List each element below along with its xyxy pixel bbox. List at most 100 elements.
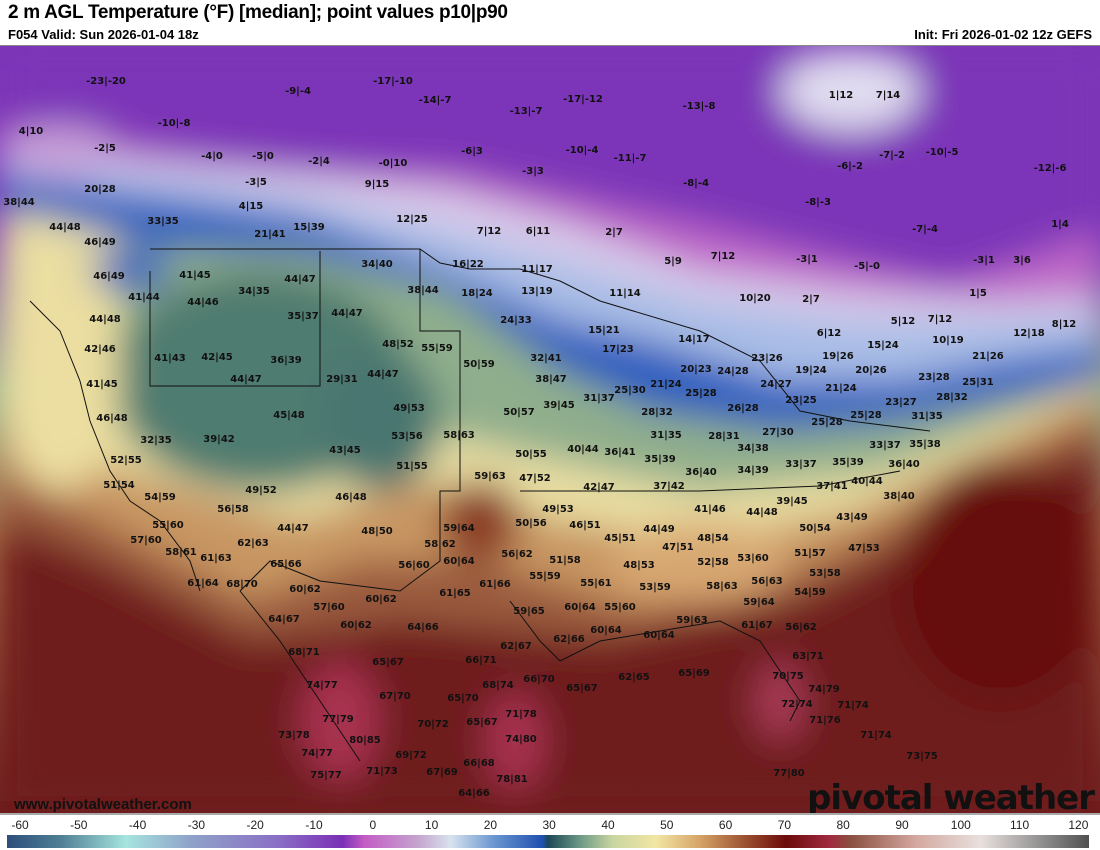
point-value: 20|26 [855, 365, 887, 376]
pivotal-weather-logo: pivotal weather [807, 778, 1095, 815]
point-value: 54|59 [144, 492, 176, 503]
colorbar-scale [7, 835, 1089, 848]
point-value: 48|53 [623, 560, 655, 571]
point-value: 42|47 [583, 482, 615, 493]
point-value: 60|64 [590, 625, 622, 636]
point-value: 62|66 [553, 634, 585, 645]
point-value: 61|64 [187, 578, 219, 589]
point-value: 50|57 [503, 407, 535, 418]
point-value: 31|35 [911, 411, 943, 422]
point-value: 60|62 [340, 620, 372, 631]
point-value: -3|5 [245, 177, 267, 188]
point-value: 10|19 [932, 335, 964, 346]
point-value: 73|78 [278, 730, 310, 741]
point-value: 41|44 [128, 292, 160, 303]
point-value: 24|33 [500, 315, 532, 326]
point-value: 44|48 [746, 507, 778, 518]
point-value: 36|39 [270, 355, 302, 366]
point-value: 35|39 [832, 457, 864, 468]
point-value: 41|46 [694, 504, 726, 515]
point-value: 2|7 [802, 294, 820, 305]
point-value: 57|60 [313, 602, 345, 613]
point-value: 11|14 [609, 288, 641, 299]
point-value: 51|57 [794, 548, 826, 559]
point-value: 1|12 [828, 90, 854, 101]
point-value: 55|59 [529, 571, 561, 582]
point-value: 21|24 [825, 383, 857, 394]
point-value: 65|67 [566, 683, 598, 694]
point-value: 45|48 [273, 410, 305, 421]
point-value: 71|76 [809, 715, 841, 726]
point-value: 31|35 [650, 430, 682, 441]
point-value: 7|12 [476, 226, 502, 237]
point-value: -23|-20 [86, 76, 126, 87]
point-value: 66|71 [465, 655, 497, 666]
point-value: 14|17 [678, 334, 710, 345]
point-value: 36|40 [685, 467, 717, 478]
point-value: 15|24 [867, 340, 899, 351]
point-value: 52|58 [697, 557, 729, 568]
point-value: 46|49 [84, 237, 116, 248]
point-value: 65|69 [678, 668, 710, 679]
temperature-map[interactable]: -23|-20 -9|-4 -17|-10 -14|-7 -13|-7 -17|-12 -1… [0, 45, 1100, 815]
point-value: 28|32 [936, 392, 968, 403]
point-value: 59|63 [676, 615, 708, 626]
point-value: 36|41 [604, 447, 636, 458]
point-value: 73|75 [906, 751, 938, 762]
watermark-url[interactable]: www.pivotalweather.com [14, 796, 192, 813]
point-value: 33|37 [869, 440, 901, 451]
point-value: 39|45 [543, 400, 575, 411]
point-value: 25|31 [962, 377, 994, 388]
point-value: 33|37 [785, 459, 817, 470]
point-value: 55|60 [604, 602, 636, 613]
colorbar-tick-label: -50 [70, 818, 88, 832]
colorbar-tick-label: -20 [246, 818, 264, 832]
point-value: 74|79 [808, 684, 840, 695]
point-value: 71|74 [860, 730, 892, 741]
point-value: 47|51 [662, 542, 694, 553]
temperature-field [0, 46, 1100, 813]
point-value: 66|68 [463, 758, 495, 769]
point-value: 43|45 [329, 445, 361, 456]
point-value: 7|12 [710, 251, 736, 262]
point-value: 60|62 [365, 594, 397, 605]
point-value: 38|47 [535, 374, 567, 385]
point-value: 44|47 [277, 523, 309, 534]
point-value: 58|63 [443, 430, 475, 441]
point-value: 46|49 [93, 271, 125, 282]
point-value: 50|54 [799, 523, 831, 534]
point-value: 58|62 [424, 539, 456, 550]
colorbar-tick-label: 10 [424, 818, 439, 832]
point-value: 74|77 [301, 748, 333, 759]
point-value: 18|24 [461, 288, 493, 299]
point-value: 16|22 [452, 259, 484, 270]
point-value: 42|46 [84, 344, 116, 355]
point-value: 36|40 [888, 459, 920, 470]
point-value: 12|18 [1013, 328, 1045, 339]
point-value: 20|28 [84, 184, 116, 195]
point-value: 57|60 [130, 535, 162, 546]
colorbar-tick-label: -60 [11, 818, 29, 832]
point-value: 3|6 [1013, 255, 1031, 266]
colorbar-tick-label: 50 [660, 818, 674, 832]
point-value: 23|26 [751, 353, 783, 364]
point-value: 68|70 [226, 579, 258, 590]
point-value: 1|5 [969, 288, 987, 299]
point-value: 44|47 [230, 374, 262, 385]
colorbar-tick-label: -40 [128, 818, 147, 832]
point-value: 74|80 [505, 734, 537, 745]
point-value: -5|-0 [854, 261, 880, 272]
point-value: -3|3 [522, 166, 544, 177]
point-value: 55|59 [421, 343, 453, 354]
point-value: 45|51 [604, 533, 636, 544]
point-value: 68|71 [288, 647, 320, 658]
colorbar-tick-label: -30 [187, 818, 206, 832]
point-value: 61|63 [200, 553, 232, 564]
point-value: -13|-7 [509, 106, 543, 117]
point-value: -11|-7 [613, 153, 647, 164]
point-value: 44|47 [284, 274, 316, 285]
point-value: -2|4 [308, 156, 330, 167]
point-value: 48|50 [361, 526, 393, 537]
point-value: 38|44 [407, 285, 439, 296]
point-value: 41|43 [154, 353, 186, 364]
